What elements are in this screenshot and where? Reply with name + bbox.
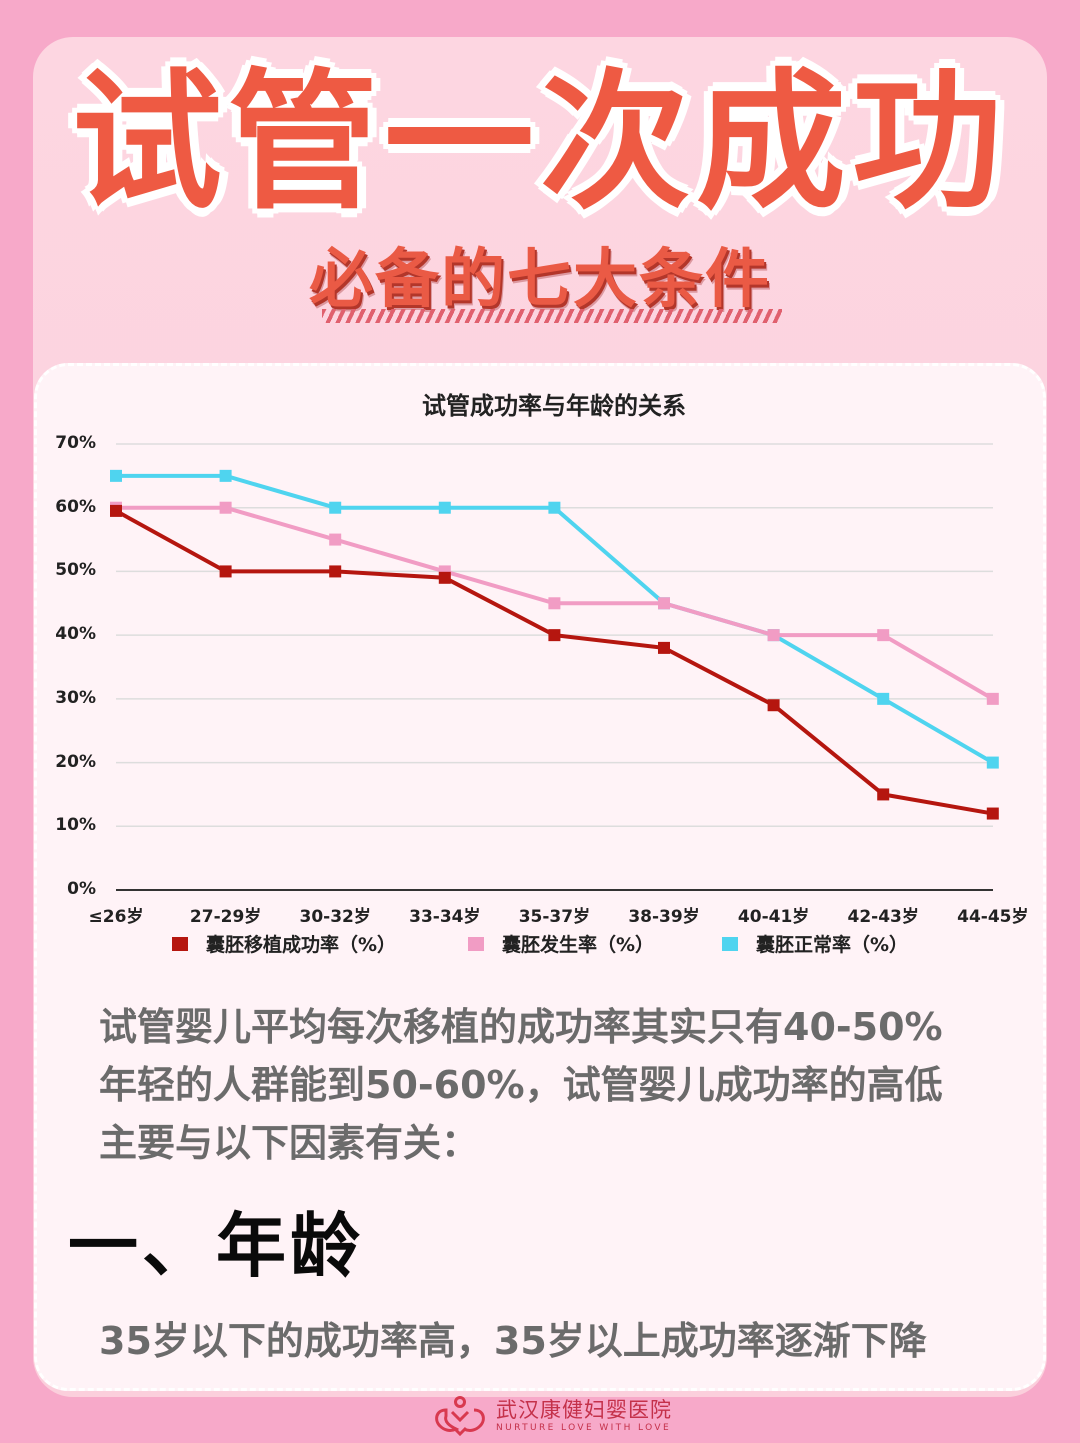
y-tick-label: 30% [55,687,96,708]
data-point-marker [219,565,232,578]
y-tick-label: 0% [67,879,96,899]
legend-label: 囊胚发生率（%） [502,934,655,956]
series-line [115,509,994,816]
x-tick-label: 38-39岁 [628,907,700,927]
x-tick-label: ≤26岁 [88,907,144,927]
y-tick-label: 20% [55,751,96,772]
x-tick-label: 35-37岁 [518,907,591,927]
legend-swatch-normal [722,936,738,951]
x-tick-label: 42-43岁 [847,907,919,927]
data-point-marker [658,597,670,610]
legend-swatch-blastocyst [468,936,484,951]
data-point-marker [658,641,670,654]
x-tick-label: 27-29岁 [189,907,262,927]
hospital-logo-icon [435,1396,485,1436]
data-point-marker [877,692,890,705]
section-heading: 一、年龄 [68,1205,364,1287]
data-point-marker [219,469,232,482]
intro-paragraph: 试管婴儿平均每次移植的成功率其实只有40-50% 年轻的人群能到50-60%，试… [99,998,999,1172]
y-tick-label: 10% [55,815,96,836]
data-point-marker [548,597,561,610]
x-tick-label: 40-41岁 [737,907,810,927]
y-tick-label: 70% [55,433,96,453]
series-line [116,473,994,765]
data-point-marker [219,501,232,514]
hospital-name-en: NURTURE LOVE WITH LOVE [496,1423,672,1433]
paragraph-line: 主要与以下因素有关： [99,1121,480,1165]
data-point-marker [329,565,342,578]
hospital-name-cn: 武汉康健妇婴医院 [496,1398,672,1422]
data-point-marker [986,692,999,705]
x-tick-label: 33-34岁 [409,907,481,927]
subtitle: 必备的七大条件 [309,243,771,317]
legend-label: 囊胚正常率（%） [756,934,909,956]
legend-item-transfer: 囊胚移植成功率（%） [172,930,396,957]
data-point-marker [548,629,561,642]
section-text: 35岁以下的成功率高，35岁以上成功率逐渐下降 [99,1319,927,1363]
y-tick-label: 60% [55,496,96,517]
subtitle-stripe-decoration [322,309,782,323]
data-point-marker [110,469,122,482]
content-panel [34,363,1046,1391]
y-tick-label: 40% [55,624,96,645]
data-point-marker [767,699,780,712]
data-point-marker [329,501,342,514]
data-point-marker [329,533,342,546]
legend-item-blastocyst: 囊胚发生率（%） [468,930,654,957]
footer-brand: 武汉康健妇婴医院 NURTURE LOVE WITH LOVE [432,1396,672,1436]
paragraph-line: 年轻的人群能到50-60%，试管婴儿成功率的高低 [99,1063,943,1107]
data-point-marker [877,629,890,642]
data-point-marker [877,788,890,801]
x-tick-label: 30-32岁 [299,907,371,927]
legend-swatch-transfer [172,936,188,951]
data-point-marker [548,501,561,514]
data-point-marker [110,504,122,517]
chart-title: 试管成功率与年龄的关系 [422,392,686,420]
data-point-marker [438,501,451,514]
y-tick-label: 50% [55,560,96,581]
data-point-marker [438,571,451,584]
paragraph-line: 试管婴儿平均每次移植的成功率其实只有40-50% [99,1005,943,1049]
legend-label: 囊胚移植成功率（%） [206,934,397,956]
data-point-marker [767,629,780,642]
x-tick-label: 44-45岁 [957,907,1029,927]
data-point-marker [986,756,999,769]
legend-item-normal: 囊胚正常率（%） [722,930,908,957]
data-point-marker [986,807,999,820]
line-chart [110,443,999,891]
main-title: 试管一次成功 [71,56,1008,230]
